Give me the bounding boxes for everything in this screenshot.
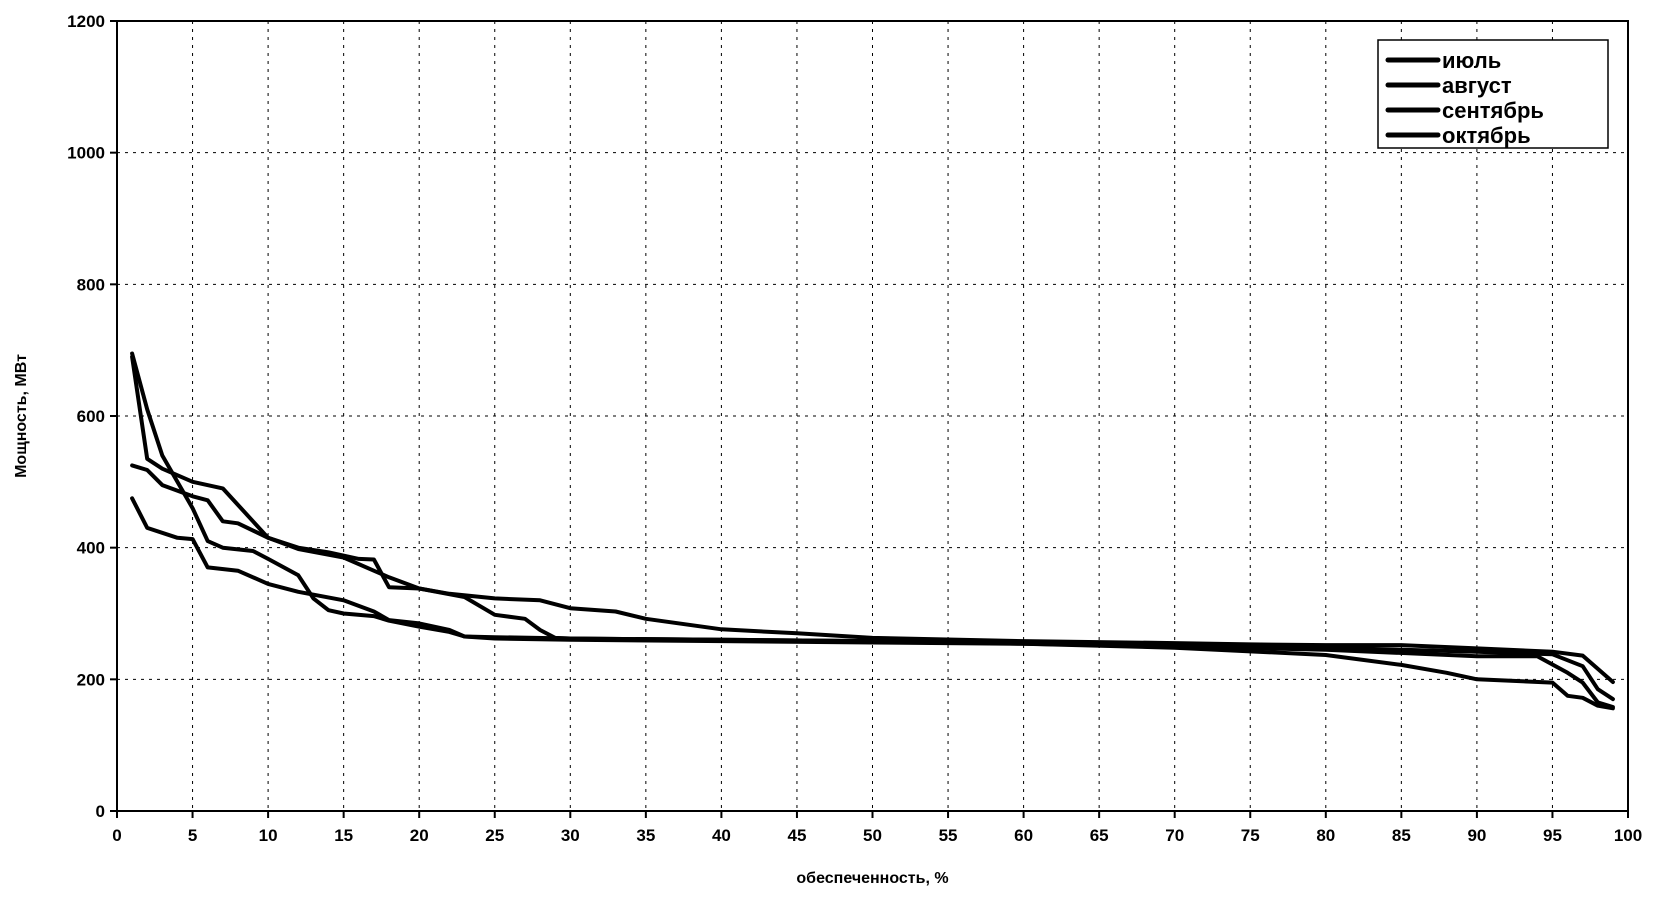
y-tick-label: 600 <box>77 407 105 426</box>
y-tick-label: 200 <box>77 670 105 689</box>
x-tick-label: 70 <box>1165 826 1184 845</box>
x-tick-label: 35 <box>636 826 655 845</box>
x-axis-title: обеспеченность, % <box>796 870 948 887</box>
x-tick-label: 15 <box>334 826 353 845</box>
x-tick-label: 30 <box>561 826 580 845</box>
x-tick-label: 45 <box>787 826 806 845</box>
x-tick-label: 85 <box>1392 826 1411 845</box>
x-tick-label: 40 <box>712 826 731 845</box>
legend-label: сентябрь <box>1442 98 1544 123</box>
legend-label: июль <box>1442 48 1501 73</box>
series-lines <box>130 351 1615 711</box>
x-tick-label: 50 <box>863 826 882 845</box>
x-tick-label: 5 <box>188 826 197 845</box>
x-tick-label: 10 <box>259 826 278 845</box>
series-line-1 <box>130 354 1615 684</box>
x-tick-label: 95 <box>1543 826 1562 845</box>
y-tick-label: 0 <box>96 802 105 821</box>
x-tick-label: 55 <box>939 826 958 845</box>
x-tick-label: 100 <box>1614 826 1642 845</box>
y-axis-title: Мощность, МВт <box>13 354 30 478</box>
y-tick-label: 800 <box>77 275 105 294</box>
series-line-4 <box>130 496 1615 702</box>
y-tick-label: 1000 <box>67 144 105 163</box>
axes <box>110 20 1629 818</box>
x-tick-labels: 0 5 10 15 20 25 30 35 40 45 50 55 60 65 70 75 80 85 90 95 10… <box>112 826 1642 845</box>
y-tick-label: 1200 <box>67 12 105 31</box>
x-tick-label: 25 <box>485 826 504 845</box>
x-tick-label: 65 <box>1090 826 1109 845</box>
x-tick-label: 75 <box>1241 826 1260 845</box>
x-tick-label: 90 <box>1467 826 1486 845</box>
series-line-3 <box>130 463 1615 709</box>
x-tick-label: 80 <box>1316 826 1335 845</box>
x-tick-label: 60 <box>1014 826 1033 845</box>
x-tick-label: 0 <box>112 826 121 845</box>
x-tick-label: 20 <box>410 826 429 845</box>
grid <box>117 21 1628 811</box>
legend-label: август <box>1442 73 1512 98</box>
legend-label: октябрь <box>1442 123 1531 148</box>
y-tick-labels: 0 200 400 600 800 1000 1200 <box>67 12 105 821</box>
y-tick-label: 400 <box>77 539 105 558</box>
